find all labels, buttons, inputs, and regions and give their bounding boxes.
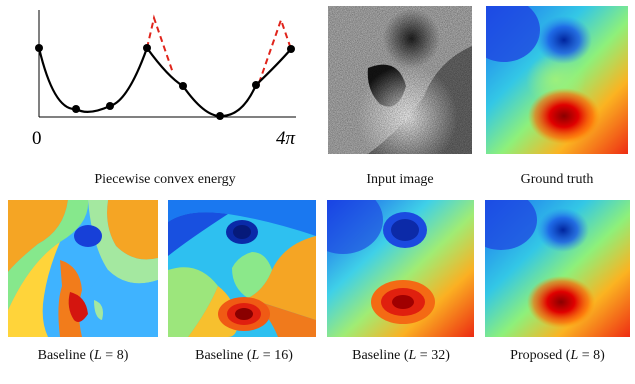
- input-image: [328, 6, 472, 154]
- baseline-l8-caption: Baseline (L = 8): [0, 348, 166, 364]
- caption-prefix: Baseline (: [195, 348, 252, 363]
- caption-var: L: [570, 348, 579, 363]
- caption-prefix: Baseline (: [37, 348, 94, 363]
- caption-rest: = 8): [101, 348, 129, 363]
- energy-caption: Piecewise convex energy: [94, 172, 236, 187]
- sample-point: [106, 102, 114, 110]
- proposed-l8-image: [485, 200, 630, 337]
- baseline-l8-svg: [8, 200, 158, 337]
- energy-plot-svg: 0 4π: [32, 10, 296, 149]
- caption-rest: = 16): [259, 348, 293, 363]
- sample-point: [216, 112, 224, 120]
- baseline-l8-image: [8, 200, 158, 337]
- dashed-extension-right: [258, 16, 292, 84]
- caption-var: L: [251, 348, 260, 363]
- caption-var: L: [94, 348, 102, 363]
- sample-point: [72, 105, 80, 113]
- baseline-l32-svg: [327, 200, 474, 337]
- proposed-l8-svg: [485, 200, 630, 337]
- sample-point: [35, 44, 43, 52]
- sample-point: [143, 44, 151, 52]
- energy-plot: 0 4π: [20, 6, 310, 158]
- axis-start-label: 0: [32, 128, 42, 149]
- caption-rest: = 32): [416, 348, 450, 363]
- baseline-l16-caption: Baseline (L = 16): [162, 348, 326, 364]
- ground-truth-svg: [486, 6, 628, 154]
- baseline-l32-caption: Baseline (L = 32): [322, 348, 480, 364]
- sample-point: [252, 81, 260, 89]
- baseline-l32-image: [327, 200, 474, 337]
- baseline-l16-svg: [168, 200, 316, 337]
- caption-rest: = 8): [578, 348, 605, 363]
- dashed-extension-left: [146, 14, 174, 74]
- proposed-l8-caption: Proposed (L = 8): [480, 348, 635, 364]
- ground-truth-caption: Ground truth: [520, 172, 594, 187]
- sample-point: [179, 82, 187, 90]
- caption-prefix: Proposed (: [510, 348, 571, 363]
- caption-var: L: [408, 348, 417, 363]
- caption-prefix: Baseline (: [352, 348, 409, 363]
- input-caption: Input image: [366, 172, 434, 187]
- input-image-svg: [328, 6, 472, 154]
- axis-end-label: 4π: [276, 128, 296, 149]
- sample-points: [35, 44, 295, 120]
- baseline-l16-image: [168, 200, 316, 337]
- ground-truth-image: [486, 6, 628, 154]
- sample-point: [287, 45, 295, 53]
